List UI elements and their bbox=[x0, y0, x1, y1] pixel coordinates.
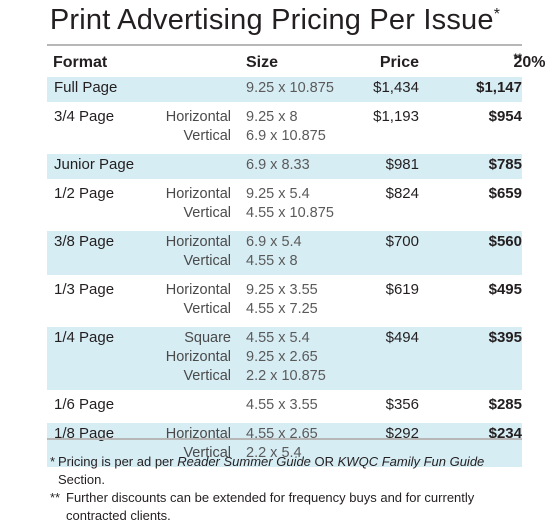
row-dimensions: 2.2 x 5.4 bbox=[246, 445, 302, 461]
row-dimensions: 9.25 x 8 bbox=[246, 109, 298, 125]
footnote-mark: * bbox=[50, 454, 56, 469]
row-price: $981 bbox=[385, 156, 419, 173]
table-row: 1/2 Page Horizontal 9.25 x 5.4 Vertical 4.55… bbox=[47, 183, 522, 227]
table-row: Full Page 9.25 x 10.875 $1,434 $1,147 bbox=[47, 77, 522, 102]
row-discount-price: $395 bbox=[488, 329, 522, 346]
header-format: Format bbox=[53, 54, 108, 71]
row-format: 1/2 Page bbox=[54, 185, 115, 202]
footnotes: * Pricing is per ad per Reader Summer Gu… bbox=[50, 453, 530, 525]
row-discount-price: $785 bbox=[488, 156, 522, 173]
row-discount-price: $560 bbox=[488, 233, 522, 250]
table-header: Format Size Price 20% Off** bbox=[47, 52, 550, 76]
row-orientation: Horizontal bbox=[165, 234, 231, 250]
title-footnote-mark: * bbox=[493, 6, 501, 23]
row-discount-price: $285 bbox=[488, 396, 522, 413]
row-orientation: Vertical bbox=[183, 368, 231, 384]
row-orientation: Vertical bbox=[183, 205, 231, 221]
table-row: 1/6 Page 4.55 x 3.55 $356 $285 bbox=[47, 394, 522, 419]
table-row: 1/8 Page Horizontal 4.55 x 2.65 Vertical 2.2… bbox=[47, 423, 522, 467]
row-format: Junior Page bbox=[54, 156, 135, 173]
header-discount-mark: ** bbox=[513, 52, 522, 64]
row-dimensions: 4.55 x 3.55 bbox=[246, 397, 318, 413]
row-dimensions: 4.55 x 8 bbox=[246, 253, 298, 269]
table-row: Junior Page 6.9 x 8.33 $981 $785 bbox=[47, 154, 522, 179]
row-price: $700 bbox=[385, 233, 419, 250]
row-format: Full Page bbox=[54, 79, 118, 96]
row-dimensions: 9.25 x 10.875 bbox=[246, 80, 334, 96]
row-price: $292 bbox=[385, 425, 419, 442]
header-discount: 20% Off** bbox=[513, 52, 550, 71]
row-price: $1,193 bbox=[373, 108, 419, 125]
footnote-pricing: * Pricing is per ad per Reader Summer Gu… bbox=[50, 454, 485, 487]
footnote-mark: ** bbox=[50, 490, 61, 505]
row-discount-price: $495 bbox=[488, 281, 522, 298]
row-dimensions: 6.9 x 8.33 bbox=[246, 157, 310, 173]
row-dimensions: 4.55 x 7.25 bbox=[246, 301, 318, 317]
row-format: 1/8 Page bbox=[54, 425, 115, 442]
row-dimensions: 6.9 x 10.875 bbox=[246, 128, 326, 144]
row-orientation: Vertical bbox=[183, 301, 231, 317]
row-format: 1/6 Page bbox=[54, 396, 115, 413]
row-discount-price: $659 bbox=[488, 185, 522, 202]
row-dimensions: 4.55 x 10.875 bbox=[246, 205, 334, 221]
row-price: $1,434 bbox=[373, 79, 419, 96]
guide-name: Reader Summer Guide bbox=[177, 454, 311, 469]
row-orientation: Horizontal bbox=[165, 186, 231, 202]
top-divider bbox=[47, 44, 522, 46]
row-orientation: Vertical bbox=[183, 253, 231, 269]
row-orientation: Horizontal bbox=[165, 349, 231, 365]
row-price: $619 bbox=[385, 281, 419, 298]
row-dimensions: 4.55 x 5.4 bbox=[246, 330, 310, 346]
row-dimensions: 2.2 x 10.875 bbox=[246, 368, 326, 384]
row-price: $494 bbox=[385, 329, 419, 346]
row-dimensions: 9.25 x 5.4 bbox=[246, 186, 310, 202]
row-orientation: Vertical bbox=[183, 128, 231, 144]
row-dimensions: 6.9 x 5.4 bbox=[246, 234, 302, 250]
row-dimensions: 9.25 x 2.65 bbox=[246, 349, 318, 365]
row-orientation: Vertical bbox=[183, 445, 231, 461]
table-row: 1/4 Page Square 4.55 x 5.4 Horizontal 9.25 x… bbox=[47, 327, 522, 390]
row-format: 3/4 Page bbox=[54, 108, 115, 125]
table-row: 3/4 Page Horizontal 9.25 x 8 Vertical 6.9 x … bbox=[47, 106, 522, 150]
row-orientation: Horizontal bbox=[165, 282, 231, 298]
table-row: 3/8 Page Horizontal 6.9 x 5.4 Vertical 4.55 … bbox=[47, 231, 522, 275]
footnote-discounts: ** Further discounts can be extended for… bbox=[50, 490, 475, 523]
row-orientation: Square bbox=[184, 330, 231, 346]
row-discount-price: $234 bbox=[488, 425, 522, 442]
row-format: 3/8 Page bbox=[54, 233, 115, 250]
table-row: 1/3 Page Horizontal 9.25 x 3.55 Vertical 4.5… bbox=[47, 279, 522, 323]
page-title: Print Advertising Pricing Per Issue* bbox=[49, 4, 501, 36]
row-discount-price: $954 bbox=[488, 108, 522, 125]
row-orientation: Horizontal bbox=[165, 109, 231, 125]
row-format: 1/4 Page bbox=[54, 329, 115, 346]
header-price: Price bbox=[379, 54, 419, 71]
guide-name: KWQC Family Fun Guide bbox=[337, 454, 485, 469]
header-size: Size bbox=[246, 54, 279, 71]
row-discount-price: $1,147 bbox=[476, 79, 522, 96]
row-dimensions: 9.25 x 3.55 bbox=[246, 282, 318, 298]
row-price: $824 bbox=[385, 185, 419, 202]
row-price: $356 bbox=[385, 396, 419, 413]
row-format: 1/3 Page bbox=[54, 281, 115, 298]
bottom-divider bbox=[47, 438, 522, 440]
